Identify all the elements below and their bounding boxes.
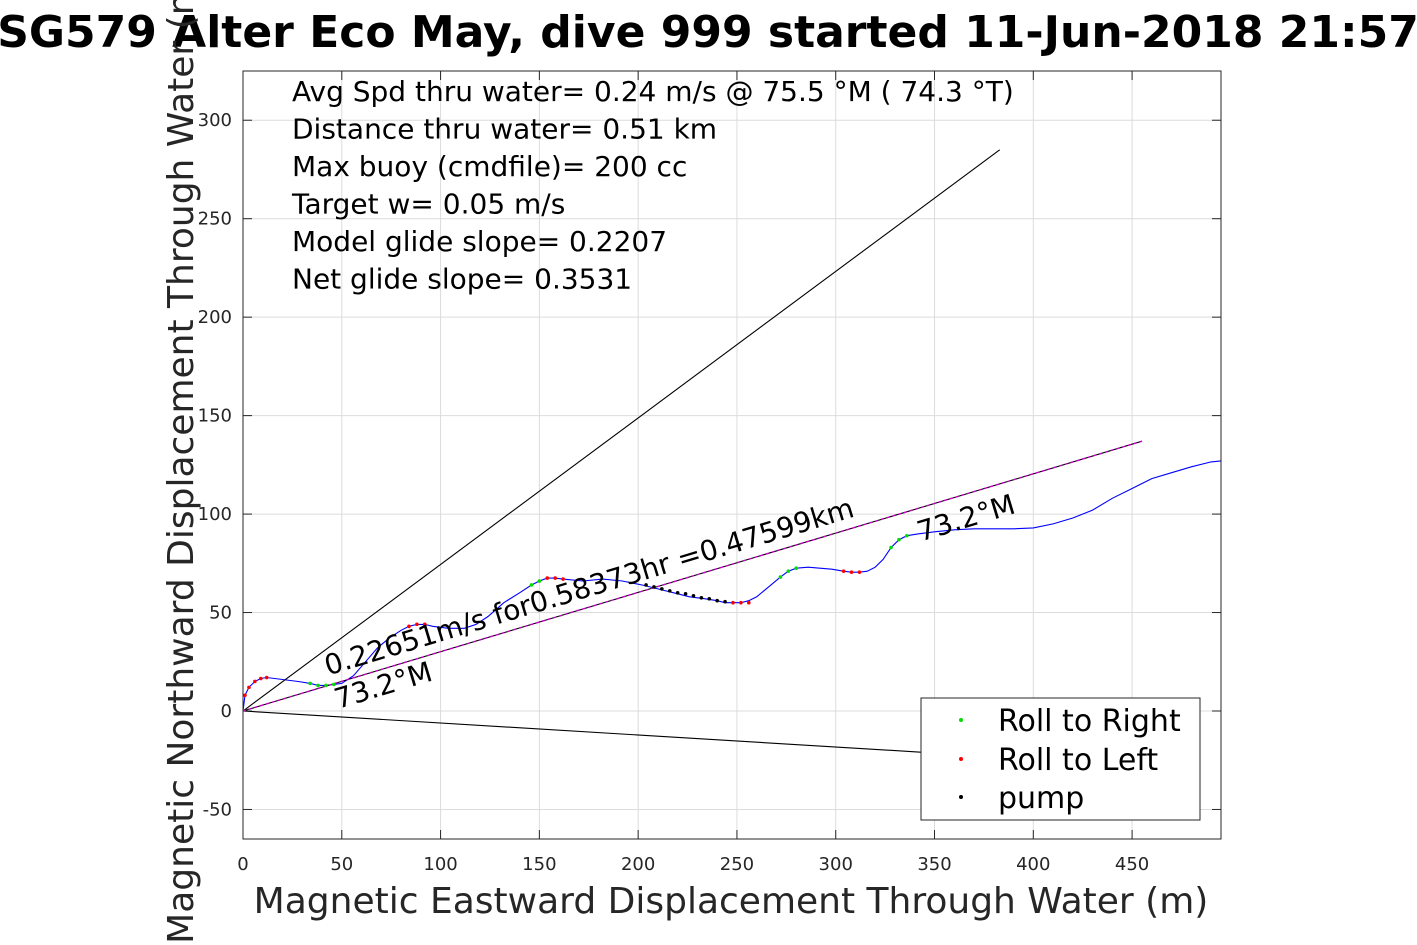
data-point-roll-to-left xyxy=(731,600,735,605)
data-point-roll-to-left xyxy=(746,600,751,605)
data-point-pump xyxy=(667,589,672,593)
data-point-roll-to-right xyxy=(897,537,901,542)
y-axis-label: Magnetic Northward Displacement Through … xyxy=(161,0,202,944)
series-line-1 xyxy=(243,149,1001,712)
x-tick-label: 200 xyxy=(621,854,655,875)
data-point-roll-to-right xyxy=(778,575,783,579)
x-tick-label: 300 xyxy=(819,854,853,875)
data-point-roll-to-right xyxy=(905,533,909,538)
data-point-roll-to-left xyxy=(739,600,743,605)
plot-frame xyxy=(242,70,1222,840)
data-point-roll-to-left xyxy=(415,622,419,627)
chart-title: SG579 Alter Eco May, dive 999 started 11… xyxy=(0,7,1417,58)
legend-label-roll-left: Roll to Left xyxy=(998,743,1158,778)
data-point-roll-to-right xyxy=(324,683,328,688)
y-tick-label: 150 xyxy=(198,406,232,427)
y-tick-label: 300 xyxy=(198,110,232,131)
legend-label-pump: pump xyxy=(998,781,1084,816)
series-line-3 xyxy=(243,710,925,753)
data-point-roll-to-right xyxy=(889,545,893,550)
data-point-roll-to-right xyxy=(529,583,534,587)
info-line-0: Avg Spd thru water= 0.24 m/s @ 75.5 °M (… xyxy=(292,75,1014,108)
data-point-pump xyxy=(699,595,704,600)
x-tick-label: 50 xyxy=(330,854,353,875)
data-point-roll-to-left xyxy=(247,685,251,690)
data-point-roll-to-right xyxy=(308,681,312,686)
data-point-roll-to-left xyxy=(849,570,854,574)
legend-label-roll-right: Roll to Right xyxy=(998,704,1181,739)
data-point-pump xyxy=(707,596,712,601)
x-tick-label: 100 xyxy=(423,854,457,875)
data-point-roll-to-right xyxy=(332,682,336,687)
data-point-pump xyxy=(644,583,648,587)
data-point-roll-to-left xyxy=(258,676,263,681)
x-tick-label: 450 xyxy=(1115,854,1149,875)
data-point-roll-to-right xyxy=(316,683,320,688)
data-point-roll-to-left xyxy=(553,576,557,580)
legend-marker-roll-left xyxy=(959,757,963,761)
data-point-roll-to-right xyxy=(794,566,799,571)
data-point-pump xyxy=(652,585,656,589)
info-line-5: Net glide slope= 0.3531 xyxy=(292,263,632,296)
legend-box xyxy=(920,697,1201,821)
data-point-pump xyxy=(715,598,719,603)
series-layer xyxy=(243,149,1221,753)
legend-marker-pump xyxy=(959,795,963,799)
data-point-pump xyxy=(723,599,727,604)
series-line-0 xyxy=(243,460,1221,712)
info-line-3: Target w= 0.05 m/s xyxy=(291,188,565,221)
data-point-roll-to-left xyxy=(264,675,269,680)
data-point-roll-to-right xyxy=(786,569,791,573)
tick-labels: 0 50 100 150 200 250 300 350 400 450 -50 0 50 100 150 2… xyxy=(198,110,1150,875)
y-tick-label: 250 xyxy=(198,209,232,230)
data-point-pump xyxy=(691,594,696,598)
x-axis-label: Magnetic Eastward Displacement Through W… xyxy=(254,881,1209,922)
x-tick-label: 400 xyxy=(1016,854,1050,875)
data-point-pump xyxy=(675,591,680,595)
info-text: Avg Spd thru water= 0.24 m/s @ 75.5 °M (… xyxy=(291,75,1014,296)
y-tick-label: 200 xyxy=(198,307,232,328)
data-point-pump xyxy=(660,587,664,591)
y-tick-label: 100 xyxy=(198,504,232,525)
x-tick-label: 350 xyxy=(917,854,951,875)
y-tick-label: 0 xyxy=(221,701,232,722)
data-point-roll-to-left xyxy=(422,622,427,627)
info-line-2: Max buoy (cmdfile)= 200 cc xyxy=(292,150,687,183)
x-tick-label: 250 xyxy=(720,854,754,875)
x-tick-label: 0 xyxy=(237,854,248,875)
data-point-roll-to-left xyxy=(253,679,257,684)
y-tick-label: 50 xyxy=(209,603,232,624)
x-tick-label: 150 xyxy=(522,854,556,875)
data-point-roll-to-left xyxy=(243,693,247,698)
data-point-pump xyxy=(683,592,688,596)
data-point-roll-to-left xyxy=(561,577,565,581)
series-line-4 xyxy=(243,440,1143,712)
data-point-roll-to-left xyxy=(407,624,411,629)
data-point-roll-to-left xyxy=(545,576,550,580)
data-point-roll-to-left xyxy=(841,569,846,573)
legend: Roll to Right Roll to Left pump xyxy=(920,697,1201,821)
info-line-4: Model glide slope= 0.2207 xyxy=(292,225,667,258)
data-point-roll-to-right xyxy=(537,579,542,583)
legend-marker-roll-right xyxy=(959,718,963,722)
data-point-roll-to-left xyxy=(857,570,862,574)
info-line-1: Distance thru water= 0.51 km xyxy=(292,113,717,146)
y-tick-label: -50 xyxy=(203,799,232,820)
